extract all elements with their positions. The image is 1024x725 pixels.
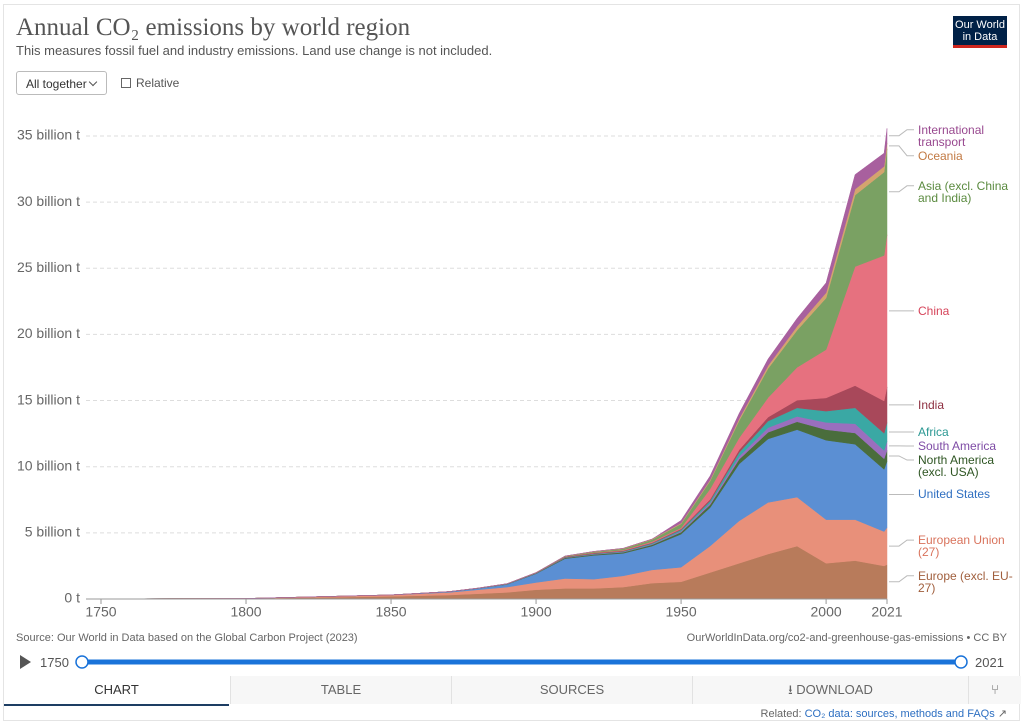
- x-tick-label: 1800: [230, 604, 261, 620]
- y-tick-label: 20 billion t: [17, 325, 80, 341]
- tab-label[interactable]: DOWNLOAD: [796, 682, 873, 697]
- x-tick-label: 2021: [871, 604, 902, 620]
- x-tick-label: 1750: [85, 604, 116, 620]
- x-tick-label: 1900: [520, 604, 551, 620]
- legend-leader: [889, 539, 914, 547]
- legend-label: Africa: [918, 425, 949, 440]
- x-tick-label: 1950: [665, 604, 696, 620]
- legend-label: India: [918, 397, 945, 412]
- timeline-start: 1750: [40, 655, 69, 670]
- y-tick-label: 0 t: [64, 590, 80, 606]
- y-tick-label: 5 billion t: [25, 524, 80, 540]
- related-prefix: Related:: [760, 708, 802, 720]
- legend-label: South America: [918, 439, 997, 454]
- legend-label: China: [918, 303, 950, 318]
- legend-leader: [889, 145, 914, 157]
- legend-label: Europe (excl. EU-27): [918, 568, 1013, 595]
- legend-leader: [889, 575, 914, 583]
- checkbox-box[interactable]: [121, 78, 131, 88]
- legend-label: United States: [918, 487, 991, 502]
- tab[interactable]: CHART: [4, 676, 229, 706]
- legend-label: International transport: [918, 122, 985, 149]
- legend-label: European Union (27): [918, 533, 1005, 560]
- legend-leader: [889, 185, 914, 193]
- x-tick-label: 1850: [375, 604, 406, 620]
- y-tick-label: 25 billion t: [17, 259, 80, 275]
- timeline-handle[interactable]: [954, 655, 968, 669]
- dropdown[interactable]: All together: [16, 71, 107, 95]
- checkbox-label[interactable]: Relative: [136, 76, 180, 90]
- y-tick-label: 15 billion t: [17, 391, 80, 407]
- related: Related: CO₂ data: sources, methods and …: [760, 708, 1007, 720]
- area: [100, 128, 888, 600]
- timeline-end: 2021: [975, 655, 1004, 670]
- chart-subtitle: This measures fossil fuel and industry e…: [16, 43, 493, 58]
- chart-title: Annual CO₂ emissions by world region: [16, 14, 411, 41]
- share-button[interactable]: ⑂: [968, 676, 1021, 704]
- x-tick-label: 2000: [811, 604, 842, 620]
- legend-label: Asia (excl. China and India): [918, 178, 1009, 205]
- legend-leader: [889, 129, 914, 137]
- y-tick-label: 35 billion t: [17, 127, 80, 143]
- y-tick-label: 30 billion t: [17, 193, 80, 209]
- url[interactable]: OurWorldInData.org/co2-and-greenhouse-ga…: [686, 632, 1007, 644]
- legend-label: North America (excl. USA): [918, 453, 995, 480]
- play-button: [20, 655, 31, 669]
- checkbox[interactable]: Relative: [121, 76, 179, 90]
- tab[interactable]: TABLE: [230, 676, 451, 704]
- y-tick-label: 10 billion t: [17, 457, 80, 473]
- source: Source: Our World in Data based on the G…: [16, 632, 358, 644]
- logo[interactable]: Our World in Data: [953, 16, 1007, 48]
- tab[interactable]: ⭳ DOWNLOAD: [692, 676, 968, 704]
- tab[interactable]: SOURCES: [451, 676, 692, 704]
- related-link[interactable]: CO₂ data: sources, methods and FAQs: [804, 708, 995, 720]
- card-border: [3, 4, 1020, 721]
- legend-label: Oceania: [918, 148, 963, 163]
- timeline-handle[interactable]: [75, 655, 89, 669]
- legend-leader: [889, 455, 914, 461]
